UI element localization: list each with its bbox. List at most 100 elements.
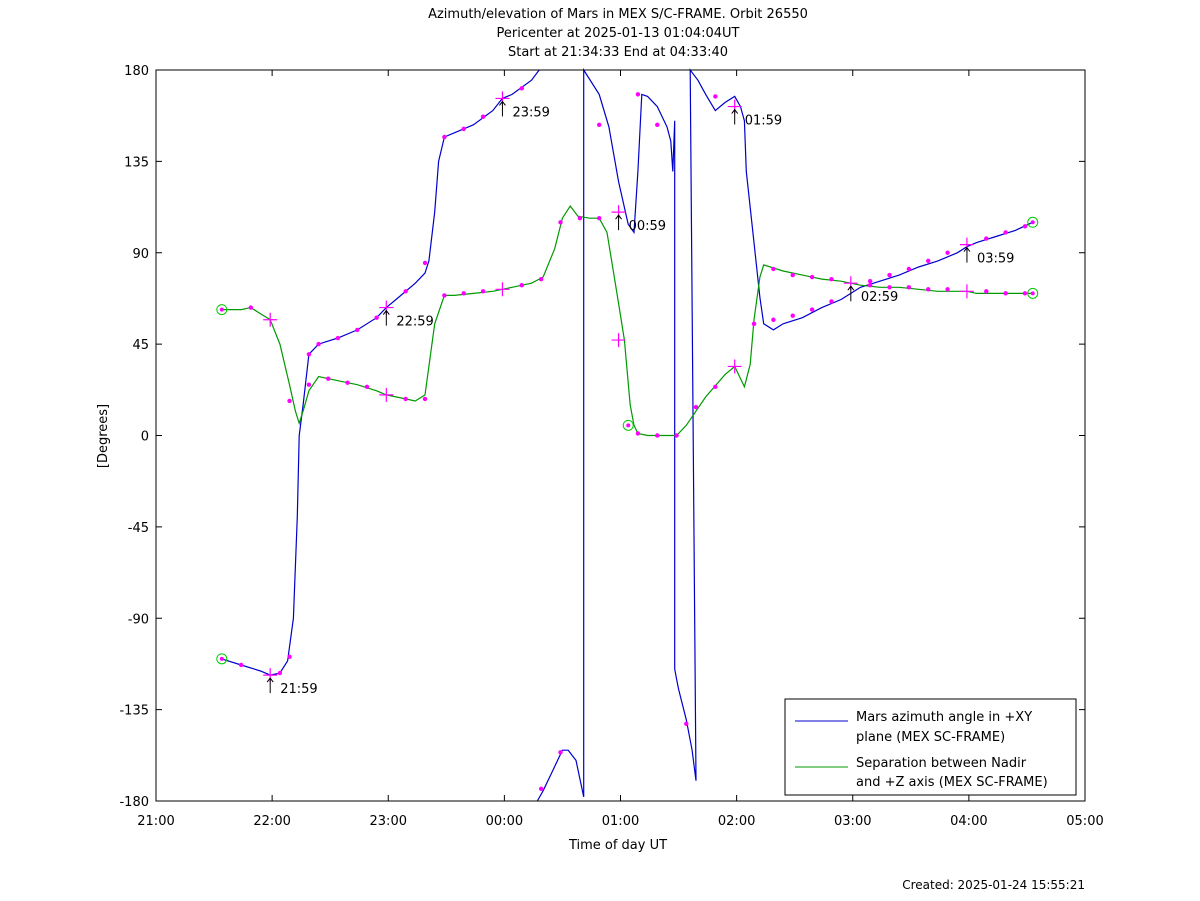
axes: 180 135 90 45 0 -45 -90 -135 -180 21:00 22:00 23:00… bbox=[119, 64, 1103, 829]
hour-label: 02:59 bbox=[861, 290, 898, 305]
y-tick-label: -180 bbox=[119, 795, 149, 810]
sample-dot bbox=[326, 376, 331, 381]
sample-dot bbox=[984, 289, 989, 294]
sample-dot bbox=[867, 283, 873, 288]
sample-dot bbox=[403, 289, 408, 294]
x-tick-label: 03:00 bbox=[834, 814, 871, 829]
sample-dot bbox=[1022, 291, 1028, 296]
sample-dot bbox=[635, 431, 641, 436]
hourly-cross bbox=[379, 387, 394, 402]
sample-dot bbox=[809, 307, 815, 312]
sample-dot bbox=[829, 299, 834, 304]
sample-dot bbox=[558, 220, 563, 225]
sample-dot bbox=[635, 92, 641, 97]
y-tick-label: 45 bbox=[132, 338, 149, 353]
sample-dot bbox=[538, 786, 544, 792]
y-axis-label: [Degrees] bbox=[96, 404, 111, 468]
hour-label-pointer bbox=[963, 246, 971, 263]
start-end-dot bbox=[219, 307, 224, 312]
sample-dot bbox=[1003, 230, 1008, 235]
sample-dot bbox=[422, 260, 428, 266]
sample-dot bbox=[306, 352, 312, 357]
sample-dot bbox=[771, 266, 776, 272]
sample-dot bbox=[751, 321, 757, 327]
sample-dot bbox=[519, 283, 524, 288]
sample-dot bbox=[887, 285, 892, 290]
x-tick-label: 01:00 bbox=[602, 814, 639, 829]
sample-dot bbox=[277, 670, 283, 676]
x-tick-label: 23:00 bbox=[370, 814, 407, 829]
sample-dot bbox=[945, 250, 950, 255]
sample-dot bbox=[906, 266, 912, 272]
sample-dot bbox=[1003, 291, 1008, 296]
y-tick-label: 135 bbox=[124, 155, 149, 170]
sample-dot bbox=[480, 289, 486, 294]
x-tick-label: 04:00 bbox=[950, 814, 987, 829]
sample-dot bbox=[306, 382, 312, 387]
sample-dot bbox=[577, 216, 583, 221]
sample-dot bbox=[713, 94, 718, 99]
sample-dot bbox=[355, 327, 360, 333]
sample-dot bbox=[335, 335, 341, 341]
chart-title-line-3: Start at 21:34:33 End at 04:33:40 bbox=[508, 45, 728, 60]
y-tick-label: 90 bbox=[132, 247, 149, 262]
sample-dot bbox=[684, 721, 689, 727]
created-timestamp: Created: 2025-01-24 15:55:21 bbox=[902, 878, 1085, 892]
x-tick-label: 05:00 bbox=[1066, 814, 1103, 829]
sample-dot bbox=[984, 236, 989, 241]
sample-dot bbox=[248, 305, 254, 310]
y-tick-label: -90 bbox=[128, 612, 149, 627]
y-tick-label: 0 bbox=[141, 430, 149, 445]
sample-dot bbox=[926, 287, 931, 292]
series-line-azimuth bbox=[536, 67, 1033, 802]
hour-label: 22:59 bbox=[396, 315, 433, 330]
x-tick-label: 00:00 bbox=[486, 814, 523, 829]
sample-dot bbox=[238, 662, 244, 668]
sample-dot bbox=[867, 278, 873, 284]
plot-area: 21:59 22:59 23:59 00:59 01:59 02:59 03:59 bbox=[216, 67, 1039, 802]
start-end-dot bbox=[1030, 291, 1035, 296]
sample-dot bbox=[945, 287, 950, 292]
x-tick-label: 02:00 bbox=[718, 814, 755, 829]
sample-dot bbox=[558, 750, 563, 755]
sample-dot bbox=[422, 396, 428, 402]
sample-dot bbox=[287, 398, 292, 404]
sample-dot bbox=[461, 291, 466, 296]
legend-azimuth-line-1: Mars azimuth angle in +XY bbox=[856, 710, 1032, 725]
sample-dot bbox=[655, 122, 660, 128]
legend-separation-line-2: and +Z axis (MEX SC-FRAME) bbox=[856, 775, 1048, 790]
hour-label-pointer bbox=[847, 285, 855, 302]
start-end-dot bbox=[626, 423, 631, 428]
hour-label: 01:59 bbox=[745, 114, 782, 129]
sample-dot bbox=[1022, 224, 1028, 229]
x-tick-label: 22:00 bbox=[253, 814, 290, 829]
sample-dot bbox=[906, 285, 912, 290]
legend-separation-line-1: Separation between Nadir bbox=[856, 756, 1027, 771]
sample-dot bbox=[287, 654, 292, 660]
hour-label: 00:59 bbox=[629, 219, 666, 234]
hour-label-pointer bbox=[499, 100, 506, 117]
hour-label: 23:59 bbox=[512, 105, 549, 120]
start-end-circle bbox=[1027, 216, 1039, 228]
sample-dot bbox=[345, 380, 350, 385]
hourly-cross bbox=[611, 333, 626, 348]
x-axis-label: Time of day UT bbox=[568, 838, 667, 853]
hour-label-pointer bbox=[266, 677, 274, 694]
series-line-azimuth bbox=[221, 69, 540, 676]
chart-title-line-1: Azimuth/elevation of Mars in MEX S/C-FRA… bbox=[428, 7, 808, 22]
chart-title-line-2: Pericenter at 2025-01-13 01:04:04UT bbox=[496, 26, 739, 41]
hourly-cross bbox=[959, 284, 974, 299]
start-end-circle bbox=[1027, 287, 1039, 299]
sample-dot bbox=[461, 126, 466, 132]
hour-label-pointer bbox=[382, 309, 390, 326]
hourly-cross bbox=[263, 312, 278, 327]
sample-dot bbox=[597, 216, 602, 221]
hourly-cross bbox=[727, 359, 742, 374]
start-end-dot bbox=[1030, 220, 1035, 225]
sample-dot bbox=[771, 317, 776, 322]
sample-dot bbox=[519, 86, 524, 91]
sample-dot bbox=[790, 272, 795, 278]
start-end-dot bbox=[219, 656, 224, 661]
sample-dot bbox=[374, 315, 379, 320]
